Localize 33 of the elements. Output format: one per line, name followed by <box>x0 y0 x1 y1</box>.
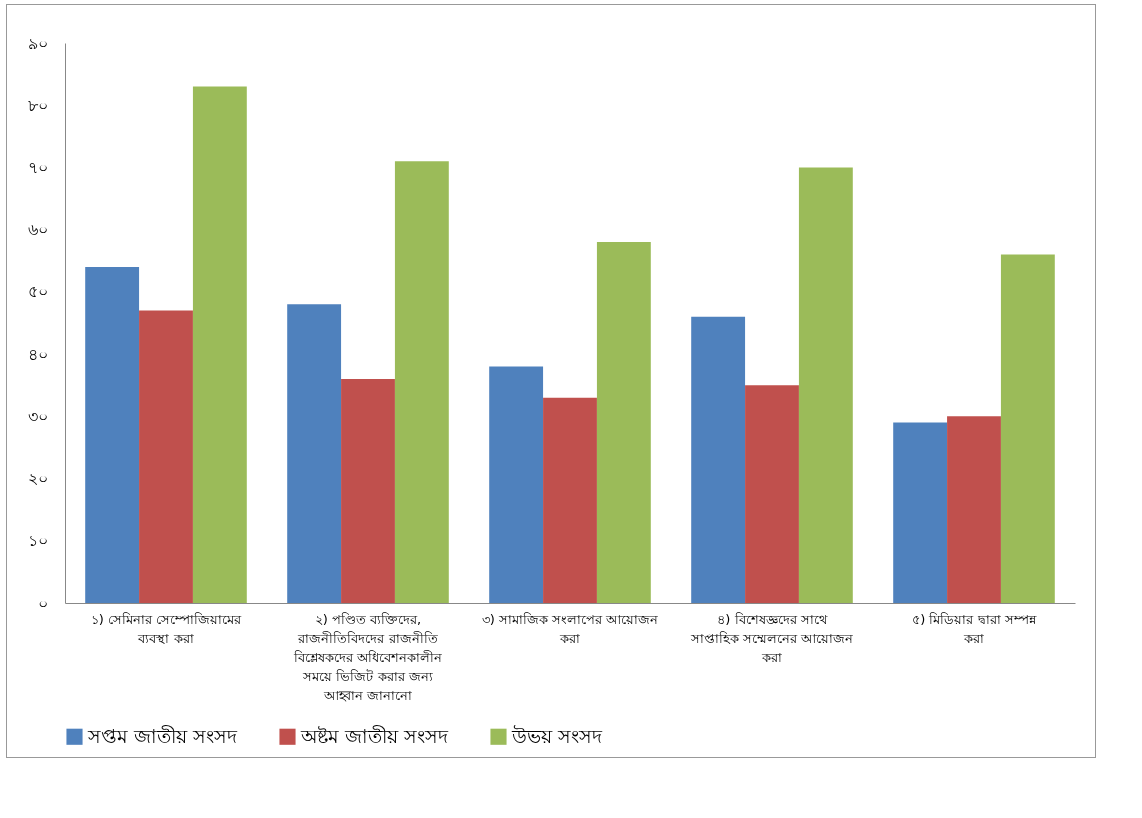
legend-label: সপ্তম জাতীয় সংসদ <box>87 724 239 747</box>
bar <box>596 242 651 603</box>
x-tick-label: ২) পণ্ডিত ব্যক্তিদের, রাজনীতিবিদদের রাজনীতি বিশ্লেষকদের অধিবেশনকালীন সময়ে ভিজিট করার জন্য আহ্বান জানানো <box>292 611 443 703</box>
bar <box>893 422 948 603</box>
bar <box>543 397 597 603</box>
bar <box>341 379 395 603</box>
legend-label: অষ্টম জাতীয় সংসদ <box>300 724 450 747</box>
bar <box>139 310 193 603</box>
bar <box>745 385 799 603</box>
bar <box>798 167 853 603</box>
x-tick-label: ৪) বিশেষজ্ঞদের সাথে সাপ্তাহিক সম্মেলনের আয়োজন করা <box>689 611 854 665</box>
y-tick-label: ৪০ <box>27 344 48 364</box>
y-tick-label: ৮০ <box>27 95 48 115</box>
y-tick-label: ৬০ <box>27 220 48 240</box>
bar <box>394 161 449 603</box>
x-tick-label: ১) সেমিনার সেম্পোজিয়ামের ব্যবস্থা করা <box>90 611 243 646</box>
x-tick-label: ৫) মিডিয়ার দ্বারা সম্পন্ন করা <box>912 611 1037 646</box>
legend-label: উভয় সংসদ <box>511 724 604 747</box>
y-tick-label: ৩০ <box>27 406 48 426</box>
y-tick-label: ৯০ <box>27 33 48 53</box>
x-tick-label: ৩) সামাজিক সংলাপের আয়োজন করা <box>481 611 659 646</box>
y-tick-label: ১০ <box>27 531 48 551</box>
bar <box>489 366 544 603</box>
bar <box>192 86 247 603</box>
bar <box>85 267 140 603</box>
y-tick-label: ৫০ <box>27 282 48 302</box>
y-tick-label: ০ <box>37 593 48 613</box>
bar <box>1000 254 1055 603</box>
bar <box>287 304 342 603</box>
y-tick-label: ২০ <box>27 469 48 489</box>
bar <box>947 416 1001 603</box>
y-tick-label: ৭০ <box>27 157 48 177</box>
bar <box>691 316 746 603</box>
